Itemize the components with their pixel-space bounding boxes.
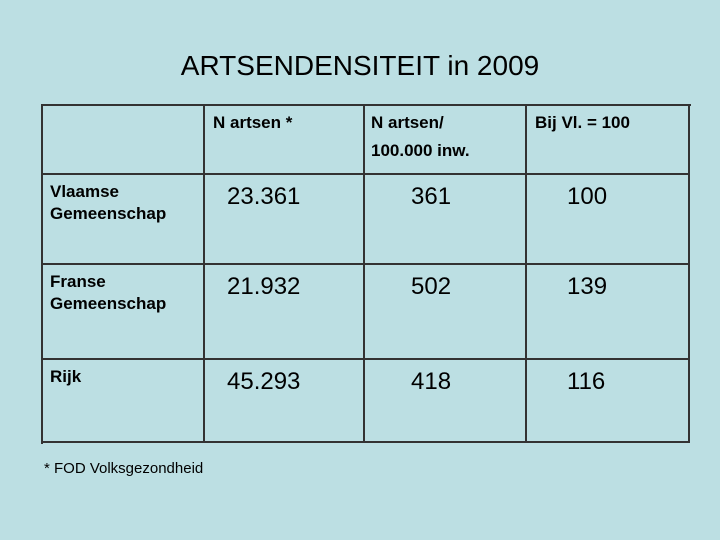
- row-label: Gemeenschap: [50, 294, 167, 313]
- table-cell: 116: [527, 360, 690, 443]
- table-cell: 139: [527, 265, 690, 360]
- table-cell: N artsen *: [205, 105, 365, 175]
- footnote: * FOD Volksgezondheid: [44, 460, 204, 477]
- table-cell: Vlaamse Gemeenschap: [42, 175, 205, 265]
- slide-title: ARTSENDENSITEIT in 2009: [180, 50, 540, 81]
- table-cell: 361: [365, 175, 527, 265]
- header-text: 100.000 inw.: [371, 141, 470, 160]
- table-cell: 21.932: [205, 265, 365, 360]
- table-cell: 100: [527, 175, 690, 265]
- row-label: Franse: [50, 272, 106, 291]
- header-text: N artsen/: [371, 113, 444, 132]
- row-label: Gemeenschap: [50, 204, 167, 223]
- table-cell: N artsen/100.000 inw.: [365, 105, 527, 175]
- table-cell: [42, 105, 205, 175]
- table-cell: Rijk: [42, 360, 205, 443]
- table-cell: 23.361: [205, 175, 365, 265]
- table-cell: 418: [365, 360, 527, 443]
- table-cell: 502: [365, 265, 527, 360]
- table-cell: 45.293: [205, 360, 365, 443]
- table-cell: Franse Gemeenschap: [42, 265, 205, 360]
- row-label: Rijk: [50, 367, 82, 386]
- table-frame: [41, 104, 691, 444]
- table-cell: Bij Vl. = 100: [527, 105, 690, 175]
- header-text: Bij Vl. = 100: [535, 113, 630, 132]
- row-label: Vlaamse: [50, 182, 119, 201]
- header-text: N artsen *: [213, 113, 293, 132]
